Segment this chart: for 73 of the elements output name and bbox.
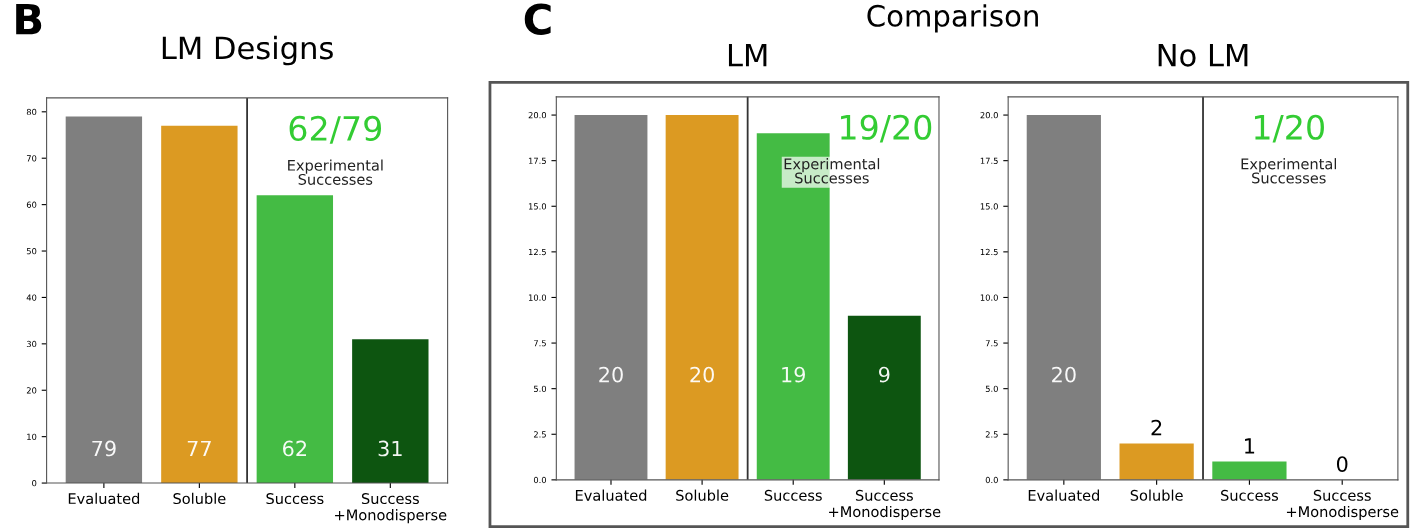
data-label: 31 bbox=[378, 440, 402, 457]
y-tick-label: 17.5 bbox=[528, 157, 546, 164]
bar bbox=[847, 315, 921, 480]
y-tick-label: 12.5 bbox=[980, 248, 998, 256]
data-label: 20 bbox=[1052, 366, 1076, 383]
bar bbox=[352, 339, 429, 484]
y-tick-label: 50 bbox=[26, 248, 37, 255]
annotation: 19/20 bbox=[841, 114, 932, 143]
y-tick-label: 17.5 bbox=[980, 157, 998, 164]
x-tick-label: Success bbox=[1221, 489, 1279, 501]
x-tick-label: Soluble bbox=[676, 489, 729, 501]
y-tick-label: 7.5 bbox=[534, 340, 546, 347]
data-label: 0 bbox=[1336, 456, 1348, 472]
data-label: 2 bbox=[1151, 419, 1162, 436]
text: C bbox=[524, 3, 551, 35]
y-tick-label: 30 bbox=[26, 340, 37, 348]
text: B bbox=[16, 3, 42, 35]
x-tick-label: Success +Monodisperse bbox=[829, 489, 941, 521]
bar bbox=[256, 195, 334, 484]
bar bbox=[65, 116, 143, 484]
x-tick-label: Soluble bbox=[1130, 489, 1183, 501]
data-label: 77 bbox=[187, 440, 211, 457]
chart-title: LM bbox=[728, 43, 767, 67]
y-tick-label: 5.0 bbox=[534, 385, 547, 392]
y-tick-label: 0 bbox=[32, 480, 37, 487]
y-tick-label: 80 bbox=[26, 108, 37, 116]
y-tick-label: 0.0 bbox=[533, 476, 547, 484]
x-tick-label: Evaluated bbox=[575, 489, 647, 501]
y-tick-label: 5.0 bbox=[985, 385, 998, 392]
annotation: Experimental Successes bbox=[1241, 158, 1337, 184]
y-tick-label: 70 bbox=[26, 155, 37, 162]
y-tick-label: 2.5 bbox=[985, 431, 998, 438]
data-label: 19 bbox=[782, 366, 805, 383]
annotation: Experimental Successes bbox=[288, 159, 383, 185]
bar bbox=[1212, 461, 1287, 480]
y-tick-label: 15.0 bbox=[980, 203, 998, 210]
bar bbox=[1026, 115, 1101, 480]
y-tick-label: 10 bbox=[27, 433, 37, 440]
bar bbox=[1119, 443, 1194, 480]
annotation: 62/79 bbox=[289, 115, 382, 144]
y-tick-label: 20 bbox=[26, 387, 37, 394]
data-label: 9 bbox=[879, 366, 890, 383]
text: Comparison bbox=[867, 4, 1038, 33]
x-tick-label: Evaluated bbox=[1028, 489, 1099, 501]
data-label: 20 bbox=[690, 366, 714, 383]
y-tick-label: 20.0 bbox=[980, 112, 998, 119]
y-tick-label: 7.5 bbox=[985, 340, 998, 347]
y-tick-label: 10.0 bbox=[528, 294, 547, 301]
y-tick-label: 0.0 bbox=[985, 476, 998, 484]
y-tick-label: 10.0 bbox=[980, 294, 998, 301]
y-tick-label: 2.5 bbox=[533, 431, 546, 438]
y-tick-label: 60 bbox=[26, 201, 37, 208]
chart-title: LM Designs bbox=[162, 35, 333, 66]
x-tick-label: Success bbox=[266, 493, 324, 505]
bar bbox=[574, 115, 648, 480]
data-label: 1 bbox=[1245, 438, 1255, 454]
y-tick-label: 15.0 bbox=[528, 203, 547, 210]
bar bbox=[161, 125, 238, 484]
y-tick-label: 12.5 bbox=[528, 248, 546, 256]
annotation: Experimental Successes bbox=[784, 158, 880, 184]
y-tick-label: 40 bbox=[26, 294, 37, 301]
x-tick-label: Soluble bbox=[173, 492, 226, 505]
x-tick-label: Success +Monodisperse bbox=[335, 493, 447, 524]
bar bbox=[665, 115, 739, 480]
x-tick-label: Evaluated bbox=[68, 492, 140, 505]
x-tick-label: Success +Monodisperse bbox=[1286, 489, 1399, 521]
annotation: 1/20 bbox=[1254, 114, 1324, 143]
y-tick-label: 20.0 bbox=[528, 112, 547, 119]
data-label: 79 bbox=[92, 440, 116, 457]
data-label: 20 bbox=[599, 366, 623, 383]
chart-title: No LM bbox=[1158, 43, 1248, 67]
data-label: 62 bbox=[283, 440, 307, 457]
x-tick-label: Success bbox=[764, 489, 822, 501]
